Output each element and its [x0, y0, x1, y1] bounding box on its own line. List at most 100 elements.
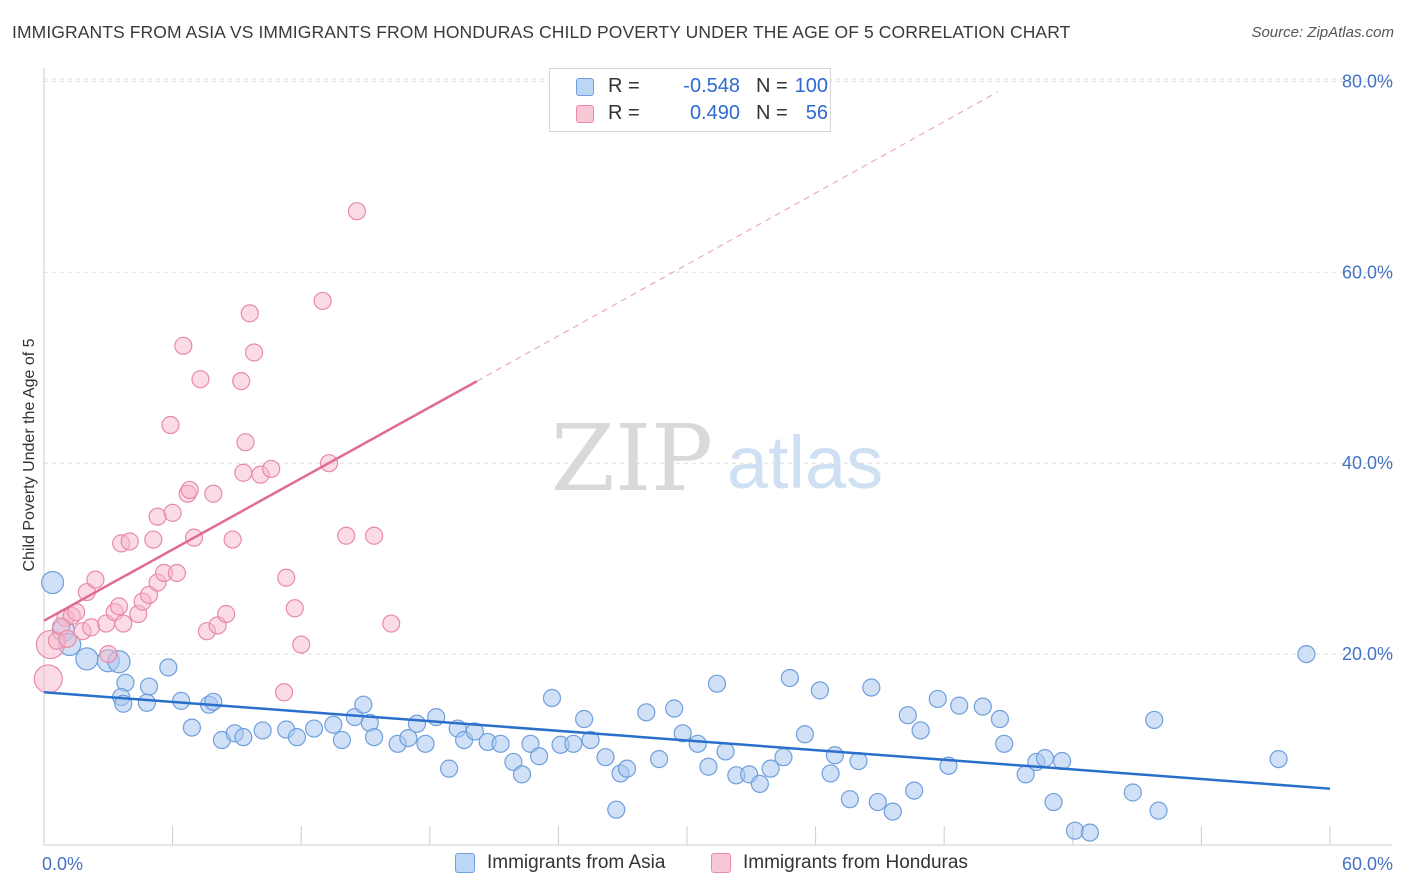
data-point-honduras — [191, 370, 210, 389]
data-point-honduras — [244, 343, 264, 362]
data-point-asia — [354, 695, 373, 714]
legend-n-label: N = — [756, 102, 788, 124]
data-point-asia — [1065, 821, 1085, 840]
data-point-honduras — [163, 503, 182, 522]
data-point-asia — [1297, 644, 1316, 664]
data-point-asia — [596, 748, 615, 767]
data-point-honduras — [167, 563, 186, 583]
data-point-asia — [581, 730, 600, 750]
data-point-honduras — [337, 526, 356, 545]
data-point-honduras — [33, 664, 63, 694]
watermark-zip: ZIP — [551, 405, 713, 512]
data-point-asia — [673, 724, 692, 743]
data-point-asia — [399, 728, 418, 748]
bottom-legend-label-honduras: Immigrants from Honduras — [743, 852, 968, 873]
data-point-honduras — [174, 336, 193, 355]
data-point-honduras — [58, 629, 77, 648]
data-point-asia — [564, 734, 583, 753]
data-point-asia — [905, 781, 924, 800]
data-point-asia — [159, 658, 178, 677]
bottom-legend-label-asia: Immigrants from Asia — [487, 852, 666, 873]
data-point-asia — [821, 764, 840, 783]
axes — [43, 68, 1392, 846]
data-point-asia — [75, 647, 99, 671]
trend-line-asia — [43, 691, 1331, 790]
data-point-honduras — [382, 614, 401, 633]
legend-r-label: R = — [608, 75, 640, 97]
legend-n-label: N = — [756, 75, 788, 97]
data-point-asia — [1123, 783, 1142, 802]
data-point-asia — [795, 725, 814, 744]
data-point-honduras — [148, 507, 167, 526]
data-point-asia — [575, 709, 594, 729]
data-point-asia — [137, 693, 156, 712]
data-point-asia — [1149, 801, 1168, 820]
data-point-asia — [716, 742, 735, 761]
data-point-honduras — [240, 304, 259, 323]
x-tick-label: 60.0% — [1342, 854, 1393, 874]
y-tick-label: 60.0% — [1342, 262, 1393, 282]
data-point-asia — [607, 800, 626, 819]
data-point-honduras — [262, 459, 281, 479]
data-point-honduras — [236, 433, 255, 452]
data-point-honduras — [144, 530, 163, 549]
data-point-honduras — [161, 415, 180, 435]
data-point-honduras — [364, 526, 384, 545]
data-point-asia — [928, 689, 947, 709]
tick-labels: 20.0% 40.0% 60.0% 80.0% 0.0% 60.0% — [42, 71, 1393, 874]
data-point-asia — [324, 715, 343, 734]
y-axis-label: Child Poverty Under the Age of 5 — [21, 338, 38, 571]
data-point-asia — [990, 709, 1010, 729]
legend-r-label: R = — [608, 102, 640, 124]
legend-r-value-honduras: 0.490 — [689, 102, 740, 124]
data-point-asia — [637, 703, 656, 722]
legend-n-value-honduras: 56 — [805, 102, 828, 124]
data-point-honduras — [347, 202, 367, 221]
points-immigrants-from-asia — [40, 570, 1316, 842]
watermark-atlas: atlas — [727, 421, 883, 504]
data-point-honduras — [99, 644, 118, 664]
data-point-asia — [898, 706, 917, 725]
data-point-asia — [1035, 749, 1055, 768]
data-point-asia — [950, 696, 969, 715]
data-point-asia — [617, 759, 637, 778]
data-point-asia — [465, 722, 484, 741]
data-point-asia — [530, 747, 549, 766]
data-point-asia — [139, 677, 159, 696]
data-point-asia — [234, 728, 253, 747]
data-point-asia — [253, 721, 272, 740]
data-point-asia — [1080, 823, 1100, 842]
data-point-asia — [439, 759, 459, 778]
data-point-honduras — [180, 480, 199, 500]
data-point-asia — [840, 790, 859, 809]
watermark: ZIP atlas — [551, 405, 883, 512]
data-point-asia — [1269, 749, 1288, 769]
data-point-asia — [825, 746, 844, 765]
data-point-asia — [849, 751, 868, 771]
trend-lines — [43, 91, 1331, 790]
data-point-honduras — [223, 530, 242, 549]
data-point-asia — [862, 678, 881, 697]
data-point-honduras — [313, 291, 332, 311]
legend-swatch-honduras — [576, 105, 594, 123]
source-label: Source: ZipAtlas.com — [1251, 24, 1394, 41]
data-point-asia — [650, 749, 669, 769]
data-point-asia — [810, 681, 829, 700]
data-point-asia — [332, 730, 352, 750]
data-point-asia — [774, 748, 793, 767]
data-point-asia — [416, 734, 435, 753]
data-point-honduras — [114, 614, 133, 633]
data-point-asia — [1145, 710, 1164, 730]
points-immigrants-from-honduras — [33, 202, 401, 702]
data-point-asia — [688, 734, 707, 753]
x-tick-label: 0.0% — [42, 854, 83, 874]
data-point-asia — [973, 697, 992, 716]
data-point-honduras — [232, 372, 251, 391]
data-point-honduras — [217, 604, 236, 624]
data-point-asia — [761, 759, 780, 778]
grid-lines — [44, 78, 1392, 655]
data-point-asia — [699, 757, 718, 776]
data-point-honduras — [82, 618, 101, 637]
data-point-asia — [521, 734, 540, 753]
